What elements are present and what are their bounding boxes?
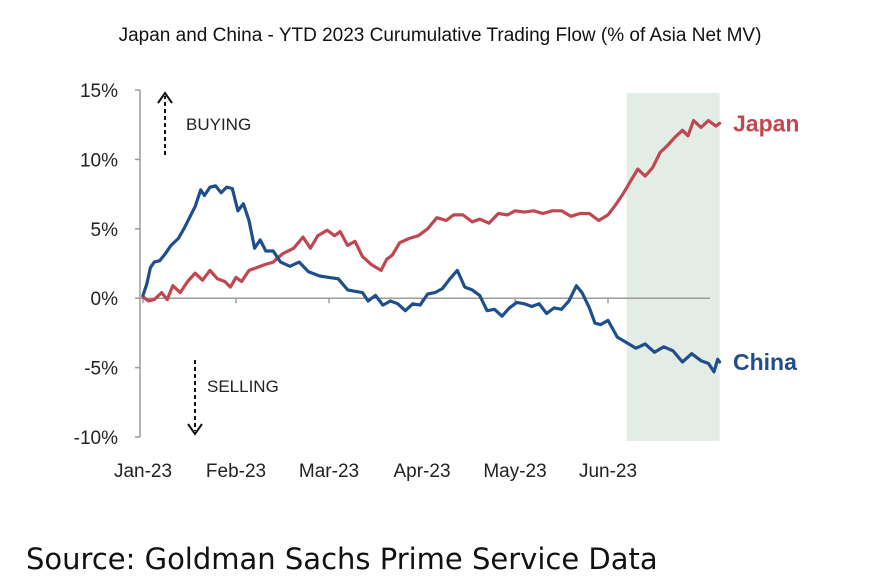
source-note: Source: Goldman Sachs Prime Service Data [26, 542, 658, 576]
china-series-label: China [733, 349, 797, 375]
x-tick-label: Feb-23 [206, 461, 266, 482]
selling-annotation: SELLING [187, 360, 279, 436]
y-tick-label: 15% [80, 81, 118, 102]
selling-label: SELLING [207, 377, 279, 396]
buying-label: BUYING [186, 115, 251, 134]
y-tick-label: 5% [91, 220, 119, 241]
y-tick-label: -10% [74, 428, 118, 449]
china-series-line [141, 184, 722, 374]
series-lines-layer [141, 118, 722, 374]
highlight-region-layer [626, 93, 720, 441]
x-tick-label: Jan-23 [114, 461, 172, 482]
series-labels-layer: Japan China [733, 110, 799, 375]
tick-labels-layer: 15% 10% 5% 0% -5% -10% Jan-23 Feb-23 Mar-23 Apr-2… [74, 81, 637, 482]
buying-annotation: BUYING [157, 91, 251, 155]
y-tick-label: -5% [84, 359, 118, 380]
x-tick-label: Jun-23 [579, 461, 637, 482]
y-tick-label: 10% [80, 150, 118, 171]
japan-series-label: Japan [733, 110, 799, 136]
buying-arrowhead-icon [157, 91, 173, 104]
x-tick-label: May-23 [483, 461, 546, 482]
selling-arrowhead-icon [187, 423, 203, 436]
y-tick-label: 0% [91, 289, 119, 310]
chart-title: Japan and China - YTD 2023 Curumulative … [119, 25, 762, 46]
highlight-region [626, 93, 720, 441]
x-tick-label: Mar-23 [299, 461, 359, 482]
x-tick-label: Apr-23 [393, 461, 450, 482]
japan-series-line [141, 118, 722, 303]
